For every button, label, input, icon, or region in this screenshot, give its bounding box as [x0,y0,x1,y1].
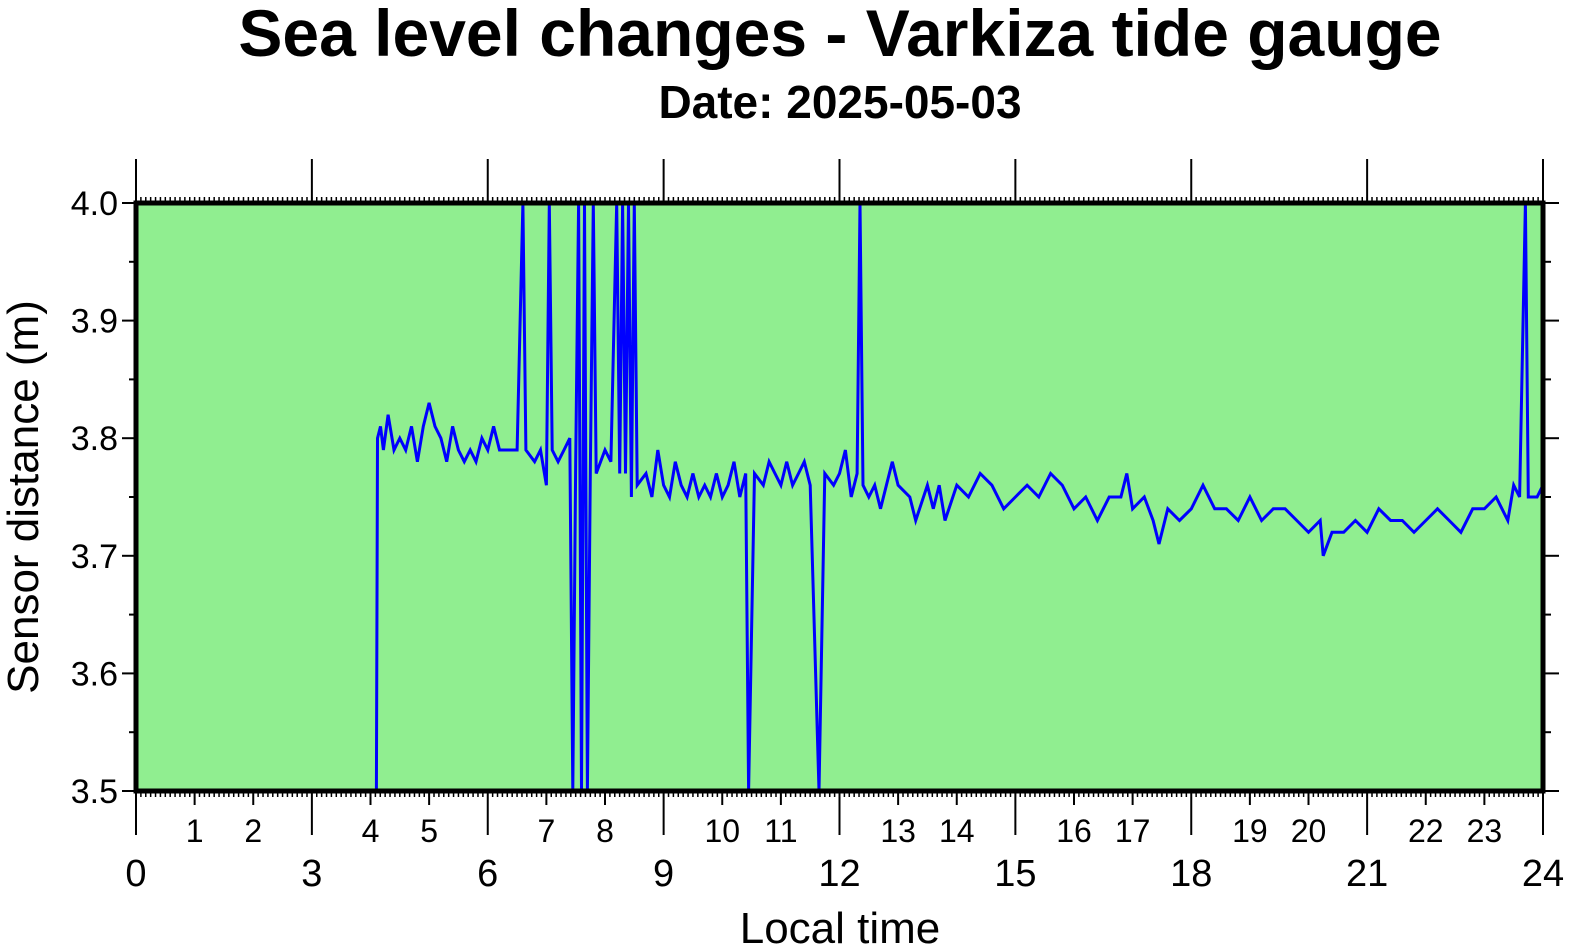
y-tick-label: 4.0 [71,185,118,223]
y-tick-label: 3.8 [71,420,118,458]
plot-background [136,203,1543,791]
plot-frame [133,200,1546,794]
x-minor-tick-label: 4 [362,813,380,849]
x-minor-tick-label: 5 [420,813,438,849]
x-minor-tick-label: 19 [1232,813,1268,849]
x-tick-label: 9 [653,853,674,895]
y-axis-label: Sensor distance (m) [0,300,48,694]
y-tick-label: 3.7 [71,538,118,576]
data-line [374,202,1545,792]
x-tick-label: 18 [1170,853,1212,895]
x-minor-tick-label: 14 [939,813,975,849]
chart-subtitle: Date: 2025-05-03 [658,76,1021,128]
x-minor-tick-label: 8 [596,813,614,849]
y-tick-label: 3.5 [71,773,118,811]
y-tick-label: 3.6 [71,655,118,693]
chart-title: Sea level changes - Varkiza tide gauge [238,0,1441,70]
x-minor-tick-label: 23 [1467,813,1503,849]
x-tick-label: 24 [1522,853,1564,895]
x-minor-tick-label: 7 [537,813,555,849]
y-tick-label: 3.9 [71,303,118,341]
x-minor-tick-label: 1 [186,813,204,849]
x-minor-tick-label: 17 [1115,813,1151,849]
x-minor-tick-label: 22 [1408,813,1444,849]
x-axis-label: Local time [740,904,941,950]
x-tick-label: 12 [818,853,860,895]
x-tick-label: 21 [1346,853,1388,895]
x-tick-label: 0 [125,853,146,895]
x-tick-label: 6 [477,853,498,895]
x-minor-tick-label: 13 [880,813,916,849]
x-tick-label: 15 [994,853,1036,895]
x-minor-tick-label: 16 [1056,813,1092,849]
x-minor-tick-label: 2 [244,813,262,849]
x-minor-tick-label: 11 [764,813,797,849]
x-minor-tick-label: 20 [1291,813,1327,849]
x-minor-tick-label: 10 [704,813,740,849]
x-tick-label: 3 [301,853,322,895]
